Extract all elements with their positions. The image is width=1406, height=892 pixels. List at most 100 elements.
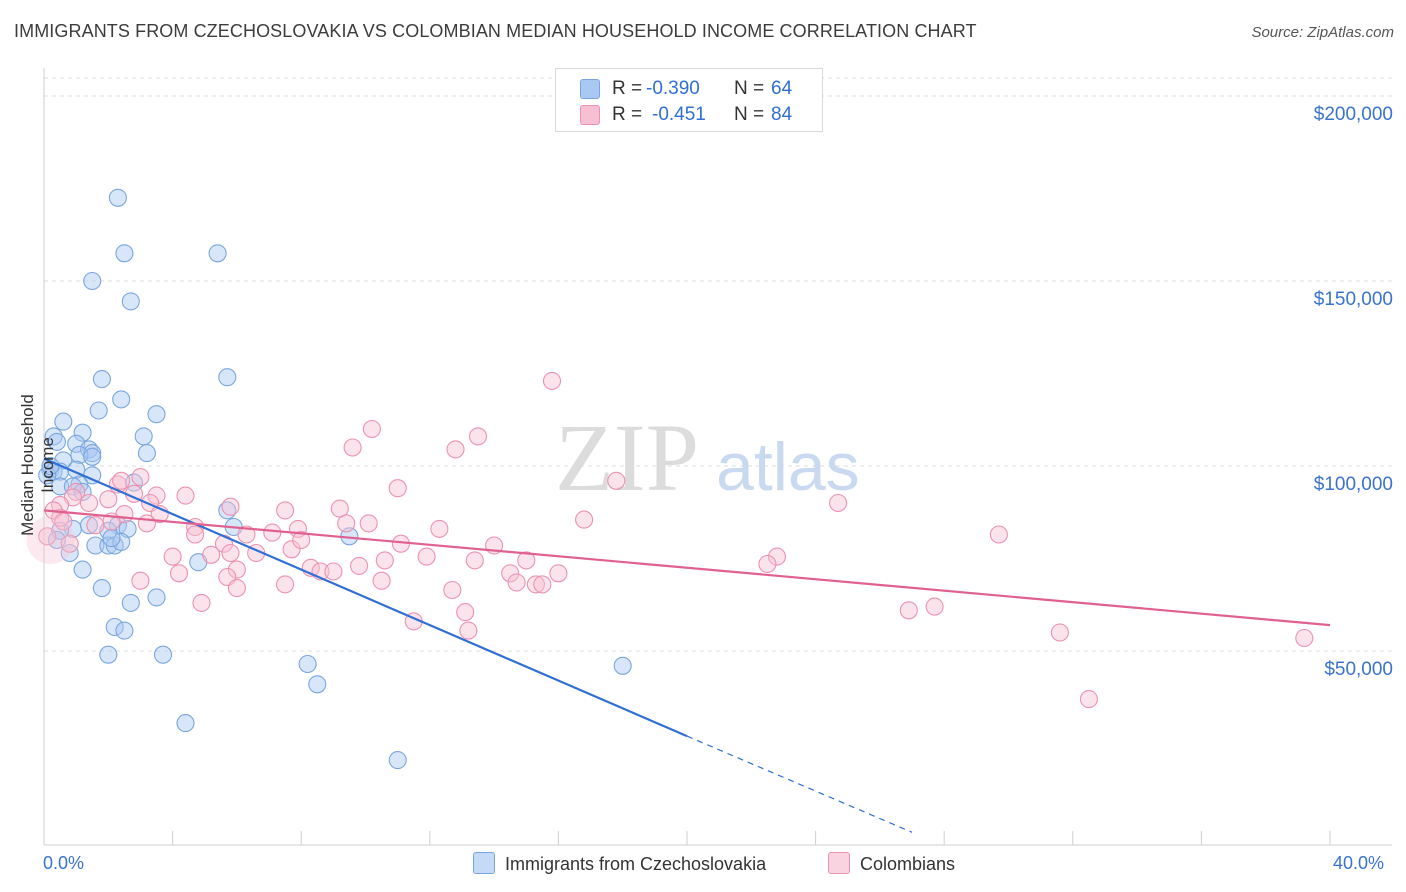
point-colombians — [372, 571, 391, 590]
y-tick-label: $100,000 — [1314, 474, 1393, 495]
point-czechoslovakia — [112, 532, 131, 551]
data-points — [26, 188, 1314, 770]
point-colombians — [1050, 623, 1069, 642]
point-colombians — [186, 525, 205, 544]
point-czechoslovakia — [308, 675, 327, 694]
point-colombians — [221, 543, 240, 563]
point-colombians — [507, 573, 526, 592]
point-colombians — [237, 525, 256, 544]
point-colombians — [163, 547, 182, 566]
bottom-legend-colombians: Colombians — [828, 852, 955, 875]
legend-r-value: -0.451 — [652, 104, 706, 125]
bottom-legend-swatch-pink — [828, 852, 850, 874]
point-colombians — [468, 427, 488, 446]
trend-line-czechoslovakia-extension — [686, 735, 913, 833]
point-colombians — [343, 438, 362, 457]
point-czechoslovakia — [79, 516, 99, 535]
point-colombians — [60, 534, 79, 553]
point-colombians — [446, 440, 465, 459]
y-tick-label: $150,000 — [1314, 289, 1393, 310]
point-colombians — [829, 493, 848, 513]
point-czechoslovakia — [147, 405, 166, 424]
point-colombians — [607, 471, 626, 490]
point-colombians — [263, 523, 282, 542]
point-colombians — [443, 580, 462, 600]
point-colombians — [417, 547, 436, 566]
chart-title: IMMIGRANTS FROM CZECHOSLOVAKIA VS COLOMB… — [14, 21, 977, 41]
point-czechoslovakia — [137, 444, 156, 463]
point-czechoslovakia — [298, 654, 317, 674]
point-colombians — [1295, 628, 1314, 648]
point-colombians — [465, 551, 484, 570]
point-colombians — [758, 554, 777, 574]
point-czechoslovakia — [102, 529, 121, 548]
point-czechoslovakia — [613, 656, 632, 675]
trend-line-colombians — [43, 509, 1331, 627]
point-czechoslovakia — [73, 423, 92, 442]
legend-n-value: 64 — [771, 78, 793, 99]
legend-r-label: R = — [612, 78, 643, 99]
correlation-legend: R = -0.390 N = 64 R = -0.451 N = 84 — [555, 68, 823, 132]
point-czechoslovakia — [121, 593, 140, 612]
point-colombians — [526, 575, 545, 594]
point-czechoslovakia — [108, 188, 127, 207]
point-colombians — [137, 514, 156, 533]
point-czechoslovakia — [86, 536, 105, 555]
legend-r-value: -0.390 — [646, 78, 700, 99]
x-axis-max-label: 40.0% — [1333, 853, 1385, 873]
point-colombians — [282, 540, 301, 559]
point-colombians — [176, 486, 195, 505]
point-colombians — [276, 501, 295, 520]
legend-r-label: R = — [612, 104, 643, 125]
point-colombians — [131, 571, 150, 590]
bottom-legend-swatch-blue — [473, 852, 495, 874]
point-czechoslovakia — [92, 370, 111, 389]
point-czechoslovakia — [105, 617, 124, 637]
point-colombians — [925, 597, 944, 616]
point-colombians — [575, 510, 594, 529]
bottom-legend-label: Colombians — [860, 854, 956, 874]
point-czechoslovakia — [208, 244, 227, 263]
point-colombians — [276, 575, 295, 594]
point-czechoslovakia — [47, 432, 66, 451]
point-colombians — [533, 575, 552, 594]
point-colombians-cluster — [26, 516, 75, 564]
legend-swatch-blue — [580, 79, 600, 99]
point-colombians — [899, 601, 918, 620]
y-tick-label: $200,000 — [1314, 104, 1393, 125]
point-colombians — [337, 514, 356, 533]
point-colombians — [456, 603, 475, 622]
trend-lines — [43, 457, 1331, 833]
point-colombians — [67, 482, 86, 501]
point-colombians — [324, 562, 343, 581]
point-czechoslovakia — [89, 401, 108, 420]
source-label: Source: ZipAtlas.com — [1251, 24, 1394, 41]
point-colombians — [292, 530, 311, 550]
legend-n-value: 84 — [771, 104, 793, 125]
point-czechoslovakia — [73, 482, 92, 501]
gridlines — [44, 77, 1392, 652]
legend-n-label: N = — [734, 78, 765, 99]
y-tick-label: $50,000 — [1324, 659, 1393, 680]
point-czechoslovakia — [44, 427, 63, 446]
point-colombians — [221, 497, 240, 516]
point-colombians — [227, 560, 246, 579]
point-colombians — [99, 490, 118, 509]
point-czechoslovakia — [147, 588, 166, 607]
point-czechoslovakia — [83, 447, 102, 466]
point-colombians — [227, 579, 246, 598]
point-czechoslovakia — [115, 621, 134, 640]
point-colombians — [362, 419, 381, 439]
point-colombians — [112, 471, 131, 490]
point-czechoslovakia — [153, 645, 173, 664]
point-czechoslovakia — [92, 579, 111, 598]
point-czechoslovakia — [134, 427, 153, 446]
point-colombians — [542, 371, 562, 390]
point-colombians — [517, 551, 536, 570]
watermark-atlas: atlas — [716, 429, 860, 505]
point-colombians — [549, 564, 568, 583]
point-colombians — [989, 525, 1008, 544]
point-czechoslovakia — [60, 543, 79, 563]
point-czechoslovakia — [73, 560, 92, 579]
point-colombians — [38, 527, 57, 546]
